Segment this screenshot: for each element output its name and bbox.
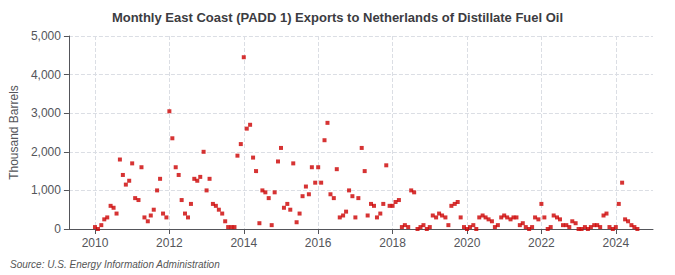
svg-text:Source: U.S. Energy Informatio: Source: U.S. Energy Information Administ… [10, 259, 220, 270]
svg-text:Thousand Barrels: Thousand Barrels [7, 85, 21, 180]
svg-text:Monthly East Coast (PADD 1) Ex: Monthly East Coast (PADD 1) Exports to N… [112, 10, 563, 25]
svg-text:1,000: 1,000 [31, 183, 61, 197]
svg-text:5,000: 5,000 [31, 29, 61, 43]
svg-text:2024: 2024 [602, 236, 629, 250]
svg-text:0: 0 [54, 222, 61, 236]
svg-text:2022: 2022 [528, 236, 555, 250]
svg-text:2014: 2014 [230, 236, 257, 250]
svg-text:4,000: 4,000 [31, 68, 61, 82]
svg-text:2,000: 2,000 [31, 145, 61, 159]
svg-text:2016: 2016 [305, 236, 332, 250]
svg-text:3,000: 3,000 [31, 106, 61, 120]
svg-text:2012: 2012 [156, 236, 183, 250]
svg-text:2020: 2020 [454, 236, 481, 250]
svg-text:2010: 2010 [82, 236, 109, 250]
svg-text:2018: 2018 [379, 236, 406, 250]
